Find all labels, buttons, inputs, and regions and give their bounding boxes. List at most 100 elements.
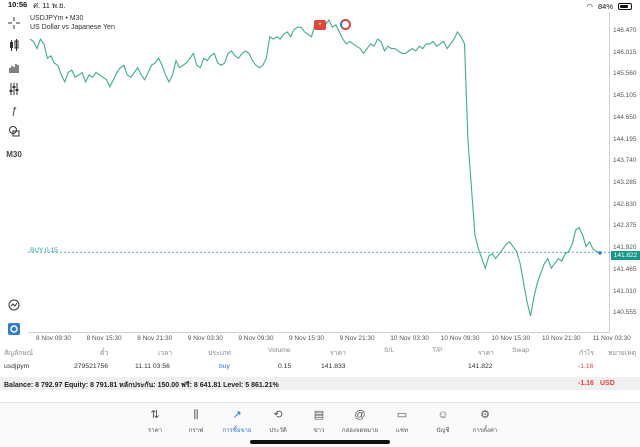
row-type: buy — [219, 363, 230, 370]
col-open-price: ราคา — [330, 350, 346, 357]
nav-quotes[interactable]: ⇅ ราคา — [135, 407, 175, 439]
row-open-price: 141.833 — [321, 363, 346, 370]
time-axis-tick: 9 Nov 15:30 — [289, 335, 325, 342]
col-type: ประเภท — [208, 350, 231, 357]
col-ticket: ตั๋ว — [100, 350, 109, 357]
trade-indicator-icon[interactable] — [340, 19, 351, 30]
price-axis-tick: 142.375 — [613, 222, 637, 230]
price-axis-tick: 140.555 — [613, 309, 637, 317]
nav-chat-label: แชท — [396, 428, 408, 434]
chart-icon: ⫼ — [193, 409, 199, 421]
col-volume: Volume — [268, 347, 291, 354]
account-summary-text: Balance: 8 792.97 Equity: 8 791.81 หลักป… — [4, 382, 279, 389]
row-ticket: 279521756 — [74, 363, 109, 370]
function-icon[interactable]: ƒ — [11, 105, 17, 117]
chart-toolbar: ƒ M30 — [0, 12, 28, 337]
settings-icon: ⚙ — [480, 409, 490, 421]
price-axis-tick: 146.470 — [613, 26, 637, 34]
nav-chart-label: กราฟ — [188, 428, 204, 434]
time-axis-tick: 9 Nov 09:30 — [238, 335, 274, 342]
price-axis-tick: 145.560 — [613, 70, 637, 78]
status-date: ศ. 11 พ.ย. — [33, 1, 66, 10]
col-tp: T/P — [432, 347, 443, 354]
time-axis-tick: 9 Nov 21:30 — [339, 335, 375, 342]
price-series-line — [29, 18, 601, 317]
price-axis-tick: 142.830 — [613, 200, 637, 208]
total-profit: -1.16 — [578, 380, 594, 387]
news-icon: ▤ — [313, 409, 325, 421]
price-axis-tick: 141.465 — [613, 265, 637, 273]
settings-sliders-icon[interactable] — [6, 82, 22, 96]
price-axis-tick: 145.105 — [613, 92, 637, 100]
time-axis-tick: 10 Nov 15:30 — [491, 335, 531, 342]
col-price: ราคา — [478, 350, 494, 357]
col-swap: Swap — [512, 347, 530, 354]
time-axis-tick: 8 Nov 15:30 — [86, 335, 122, 342]
row-time: 11.11 03:56 — [135, 363, 170, 370]
table-row[interactable]: usdjpym 279521756 11.11 03:56 buy 0.15 1… — [0, 363, 640, 375]
crosshair-icon[interactable] — [6, 16, 22, 30]
col-comment: หมายเหตุ — [608, 350, 636, 357]
symbol-description: US Dollar vs Japanese Yen — [30, 24, 115, 31]
nav-history-label: ประวัติ — [269, 428, 287, 434]
battery-icon — [618, 2, 632, 10]
timeframe-label[interactable]: M30 — [6, 149, 22, 159]
time-axis-tick: 8 Nov 09:30 — [36, 335, 72, 342]
nav-settings-label: การตั้งค่า — [472, 428, 498, 434]
nav-news[interactable]: ▤ ข่าว — [299, 407, 339, 439]
price-chart[interactable] — [28, 12, 610, 333]
price-axis-tick: 144.195 — [613, 135, 637, 143]
chart-frame — [28, 12, 610, 333]
home-indicator[interactable] — [250, 440, 390, 444]
nav-mailbox[interactable]: @ กล่องจดหมาย — [340, 407, 380, 439]
nav-chart[interactable]: ⫼ กราฟ — [176, 407, 216, 439]
nav-quotes-label: ราคา — [148, 428, 162, 434]
price-axis-tick: 141.920 — [613, 244, 637, 252]
battery-percent: 84% — [597, 1, 613, 11]
broker-logo-icon — [6, 322, 22, 336]
current-price-tag: 141.822 — [611, 251, 640, 260]
mailbox-icon: @ — [354, 409, 366, 421]
price-chart-svg — [28, 18, 610, 317]
time-axis-tick: 8 Nov 21:30 — [137, 335, 173, 342]
row-volume: 0.15 — [278, 363, 292, 370]
time-axis-tick: 11 Nov 03:30 — [592, 335, 631, 342]
trade-icon: ↗ — [232, 409, 242, 421]
nav-history[interactable]: ⟲ ประวัติ — [258, 407, 298, 439]
time-axis-tick: 10 Nov 09:30 — [440, 335, 480, 342]
trade-marker-icon[interactable]: + — [314, 20, 326, 30]
nav-settings[interactable]: ⚙ การตั้งค่า — [465, 407, 505, 439]
account-currency: USD — [600, 380, 615, 387]
chat-icon: ▭ — [396, 409, 408, 421]
history-icon: ⟲ — [273, 409, 283, 421]
col-sl: S/L — [384, 347, 395, 354]
quotes-icon: ⇅ — [150, 409, 160, 421]
row-price: 141.822 — [468, 363, 493, 370]
nav-trade[interactable]: ↗ การซื้อขาย — [217, 407, 257, 439]
col-profit: กำไร — [579, 350, 595, 357]
bottom-nav: ⇅ ราคา ⫼ กราฟ ↗ การซื้อขาย ⟲ ประวัติ ▤ ข… — [0, 402, 640, 447]
status-time: 10:56 — [8, 0, 28, 9]
nav-news-label: ข่าว — [313, 428, 325, 434]
time-axis-tick: 10 Nov 03:30 — [390, 335, 429, 342]
nav-chat[interactable]: ▭ แชท — [382, 407, 422, 439]
col-time: เวลา — [158, 350, 173, 357]
price-axis-tick: 143.285 — [613, 178, 637, 186]
account-summary-bar: Balance: 8 792.97 Equity: 8 791.81 หลักป… — [0, 377, 640, 390]
last-price-marker — [598, 251, 602, 255]
price-axis-tick: 141.010 — [613, 287, 637, 295]
nav-account[interactable]: ☺ บัญชี — [423, 407, 463, 439]
price-axis-tick: 143.740 — [613, 157, 637, 165]
time-axis-tick: 10 Nov 21:30 — [542, 335, 581, 342]
nav-mailbox-label: กล่องจดหมาย — [341, 428, 379, 434]
symbol-title: USDJPYm • M30 — [30, 15, 84, 22]
row-symbol: usdjpym — [4, 363, 30, 370]
wifi-icon: ◠ — [586, 1, 593, 11]
col-symbol: สัญลักษณ์ — [4, 350, 34, 357]
price-axis-tick: 146.015 — [613, 48, 637, 56]
one-click-trading-icon[interactable] — [6, 298, 22, 312]
chart-type-icon[interactable] — [6, 38, 22, 52]
indicators-icon[interactable] — [6, 60, 22, 74]
objects-icon[interactable] — [6, 124, 22, 138]
time-axis-tick: 9 Nov 03:30 — [187, 335, 223, 342]
